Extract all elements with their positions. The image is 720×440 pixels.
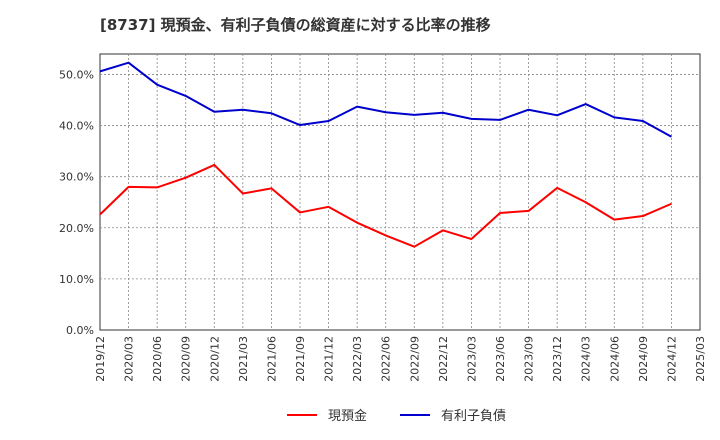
x-tick-label: 2023/09 [523, 336, 536, 382]
x-tick-label: 2021/09 [294, 336, 307, 382]
series-line-cash [99, 163, 672, 248]
x-axis-ticks: 2019/12 2020/03 2020/06 2020/09 2020/12 2021/… [94, 336, 707, 382]
legend-label-debt: 有利子負債 [441, 409, 506, 424]
x-tick-label: 2020/09 [180, 336, 193, 382]
series-line-debt [99, 61, 672, 138]
plot-area [99, 53, 701, 331]
chart-title: [8737] 現預金、有利子負債の総資産に対する比率の推移 [100, 16, 491, 34]
x-tick-label: 2019/12 [94, 336, 107, 382]
grid-lines [100, 54, 700, 330]
x-tick-label: 2020/03 [123, 336, 136, 382]
x-tick-label: 2023/06 [494, 336, 507, 382]
y-tick-label: 10.0% [59, 273, 94, 286]
x-tick-label: 2021/03 [237, 336, 250, 382]
y-tick-label: 50.0% [59, 68, 94, 81]
x-tick-label: 2020/12 [208, 336, 221, 382]
legend-label-cash: 現預金 [328, 408, 367, 424]
x-tick-label: 2024/03 [580, 336, 593, 382]
x-tick-label: 2021/12 [323, 336, 336, 382]
x-tick-label: 2024/06 [608, 336, 621, 382]
x-tick-label: 2025/03 [694, 336, 707, 382]
x-tick-label: 2023/12 [551, 336, 564, 382]
x-tick-label: 2022/06 [380, 336, 393, 382]
y-tick-label: 0.0% [66, 324, 94, 337]
y-tick-label: 20.0% [59, 222, 94, 235]
x-tick-label: 2021/06 [265, 336, 278, 382]
x-tick-label: 2022/03 [351, 336, 364, 382]
legend: 現預金 有利子負債 [287, 408, 506, 424]
x-tick-label: 2022/12 [437, 336, 450, 382]
series-lines [99, 61, 672, 248]
x-tick-label: 2024/12 [665, 336, 678, 382]
x-tick-label: 2022/09 [408, 336, 421, 382]
x-tick-label: 2023/03 [465, 336, 478, 382]
x-tick-label: 2024/09 [637, 336, 650, 382]
y-tick-label: 30.0% [59, 171, 94, 184]
y-tick-label: 40.0% [59, 120, 94, 133]
y-axis-ticks: 0.0% 10.0% 20.0% 30.0% 40.0% 50.0% [59, 68, 94, 337]
x-tick-label: 2020/06 [151, 336, 164, 382]
